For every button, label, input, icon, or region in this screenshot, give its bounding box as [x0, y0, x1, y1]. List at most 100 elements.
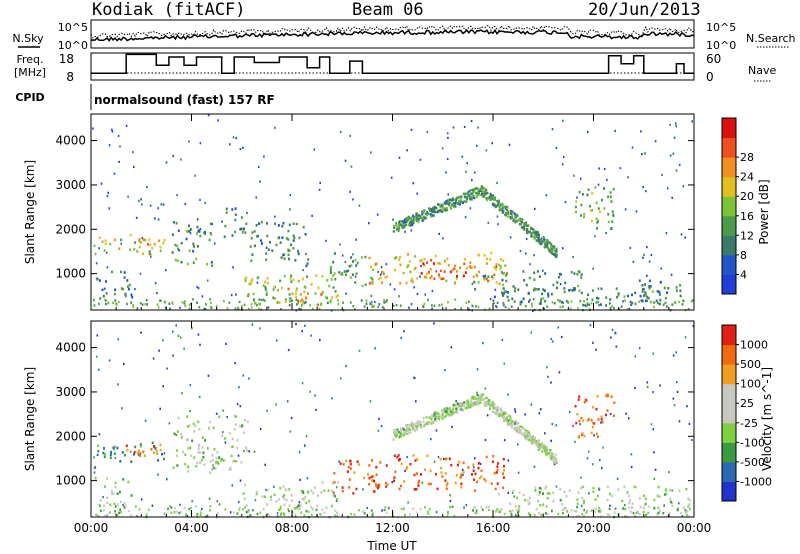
echo-cell [646, 246, 648, 249]
echo-cell [236, 403, 239, 406]
echo-cell [505, 274, 507, 277]
echo-cell [551, 422, 554, 426]
echo-cell [105, 251, 108, 254]
echo-cell [514, 505, 517, 508]
echo-cell [628, 494, 631, 498]
echo-cell [607, 212, 610, 216]
echo-cell [545, 512, 547, 515]
echo-cell [473, 489, 476, 492]
echo-cell [392, 304, 395, 308]
echo-cell [577, 284, 580, 288]
echo-cell [434, 417, 437, 421]
echo-cell [348, 486, 351, 489]
echo-cell [526, 434, 529, 437]
echo-cell [214, 242, 216, 245]
echo-cell [575, 509, 578, 513]
echo-cell [472, 478, 475, 481]
echo-cell [206, 514, 209, 517]
echo-cell [516, 426, 519, 429]
echo-cell [617, 488, 620, 491]
echo-cell [476, 192, 479, 195]
echo-cell [496, 181, 498, 184]
echo-cell [126, 279, 129, 282]
colorbar-segment [722, 325, 736, 346]
colorbar-segment [722, 215, 736, 236]
echo-cell [407, 217, 410, 220]
echo-cell [230, 454, 233, 458]
echo-cell [606, 393, 609, 396]
echo-cell [276, 515, 279, 518]
echo-cell [501, 203, 504, 206]
echo-cell [496, 200, 499, 203]
echo-cell [258, 298, 260, 301]
echo-cell [280, 256, 283, 259]
echo-cell [688, 422, 691, 425]
colorbar-segment [722, 422, 736, 443]
noise-sky-trace [90, 28, 695, 42]
echo-cell [435, 411, 438, 414]
echo-cell [506, 295, 509, 299]
echo-cell [471, 473, 473, 476]
echo-cell [515, 508, 518, 512]
echo-cell [454, 264, 457, 268]
echo-cell [485, 197, 488, 200]
noise-left-tick-bottom: 10^0 [58, 39, 88, 52]
echo-cell [438, 413, 441, 416]
echo-cell [427, 212, 430, 216]
echo-cell [573, 174, 575, 177]
echo-cell [457, 402, 460, 406]
echo-cell [634, 291, 637, 295]
echo-cell [511, 297, 514, 301]
echo-cell [477, 462, 480, 465]
echo-cell [501, 205, 504, 208]
echo-cell [113, 502, 116, 506]
echo-cell [503, 289, 506, 293]
echo-cell [398, 221, 401, 224]
echo-cell [435, 415, 437, 418]
echo-cell [129, 233, 132, 237]
echo-cell [611, 210, 614, 213]
echo-cell [530, 331, 532, 334]
echo-cell [595, 201, 598, 205]
echo-cell [521, 425, 523, 429]
echo-cell [375, 465, 378, 469]
echo-cell [178, 511, 181, 515]
echo-cell [414, 266, 417, 270]
echo-cell [544, 432, 546, 435]
echo-cell [587, 293, 590, 297]
echo-cell [476, 144, 478, 147]
echo-cell [245, 510, 248, 514]
echo-cell [127, 480, 130, 484]
echo-cell [307, 510, 310, 514]
echo-cell [285, 498, 288, 502]
echo-cell [475, 509, 478, 512]
echo-cell [162, 203, 165, 206]
echo-cell [476, 480, 478, 484]
echo-cell [551, 452, 554, 455]
echo-cell [139, 454, 142, 457]
echo-cell [243, 303, 246, 306]
echo-cell [414, 429, 417, 432]
echo-cell [330, 278, 333, 281]
echo-cell [400, 484, 402, 488]
echo-cell [417, 214, 420, 217]
echo-cell [487, 221, 490, 224]
echo-cell [524, 429, 527, 432]
echo-cell [459, 266, 461, 269]
echo-cell [199, 343, 201, 346]
echo-cell [335, 486, 338, 489]
echo-cell [469, 401, 472, 404]
echo-cell [253, 244, 256, 248]
echo-cell [430, 209, 433, 212]
echo-cell [416, 277, 419, 280]
echo-cell [467, 405, 470, 408]
echo-cell [432, 206, 435, 210]
echo-cell [402, 225, 405, 229]
echo-cell [675, 125, 677, 128]
echo-cell [507, 491, 510, 494]
echo-cell [554, 249, 557, 252]
echo-cell [524, 413, 526, 416]
echo-cell [459, 203, 461, 206]
